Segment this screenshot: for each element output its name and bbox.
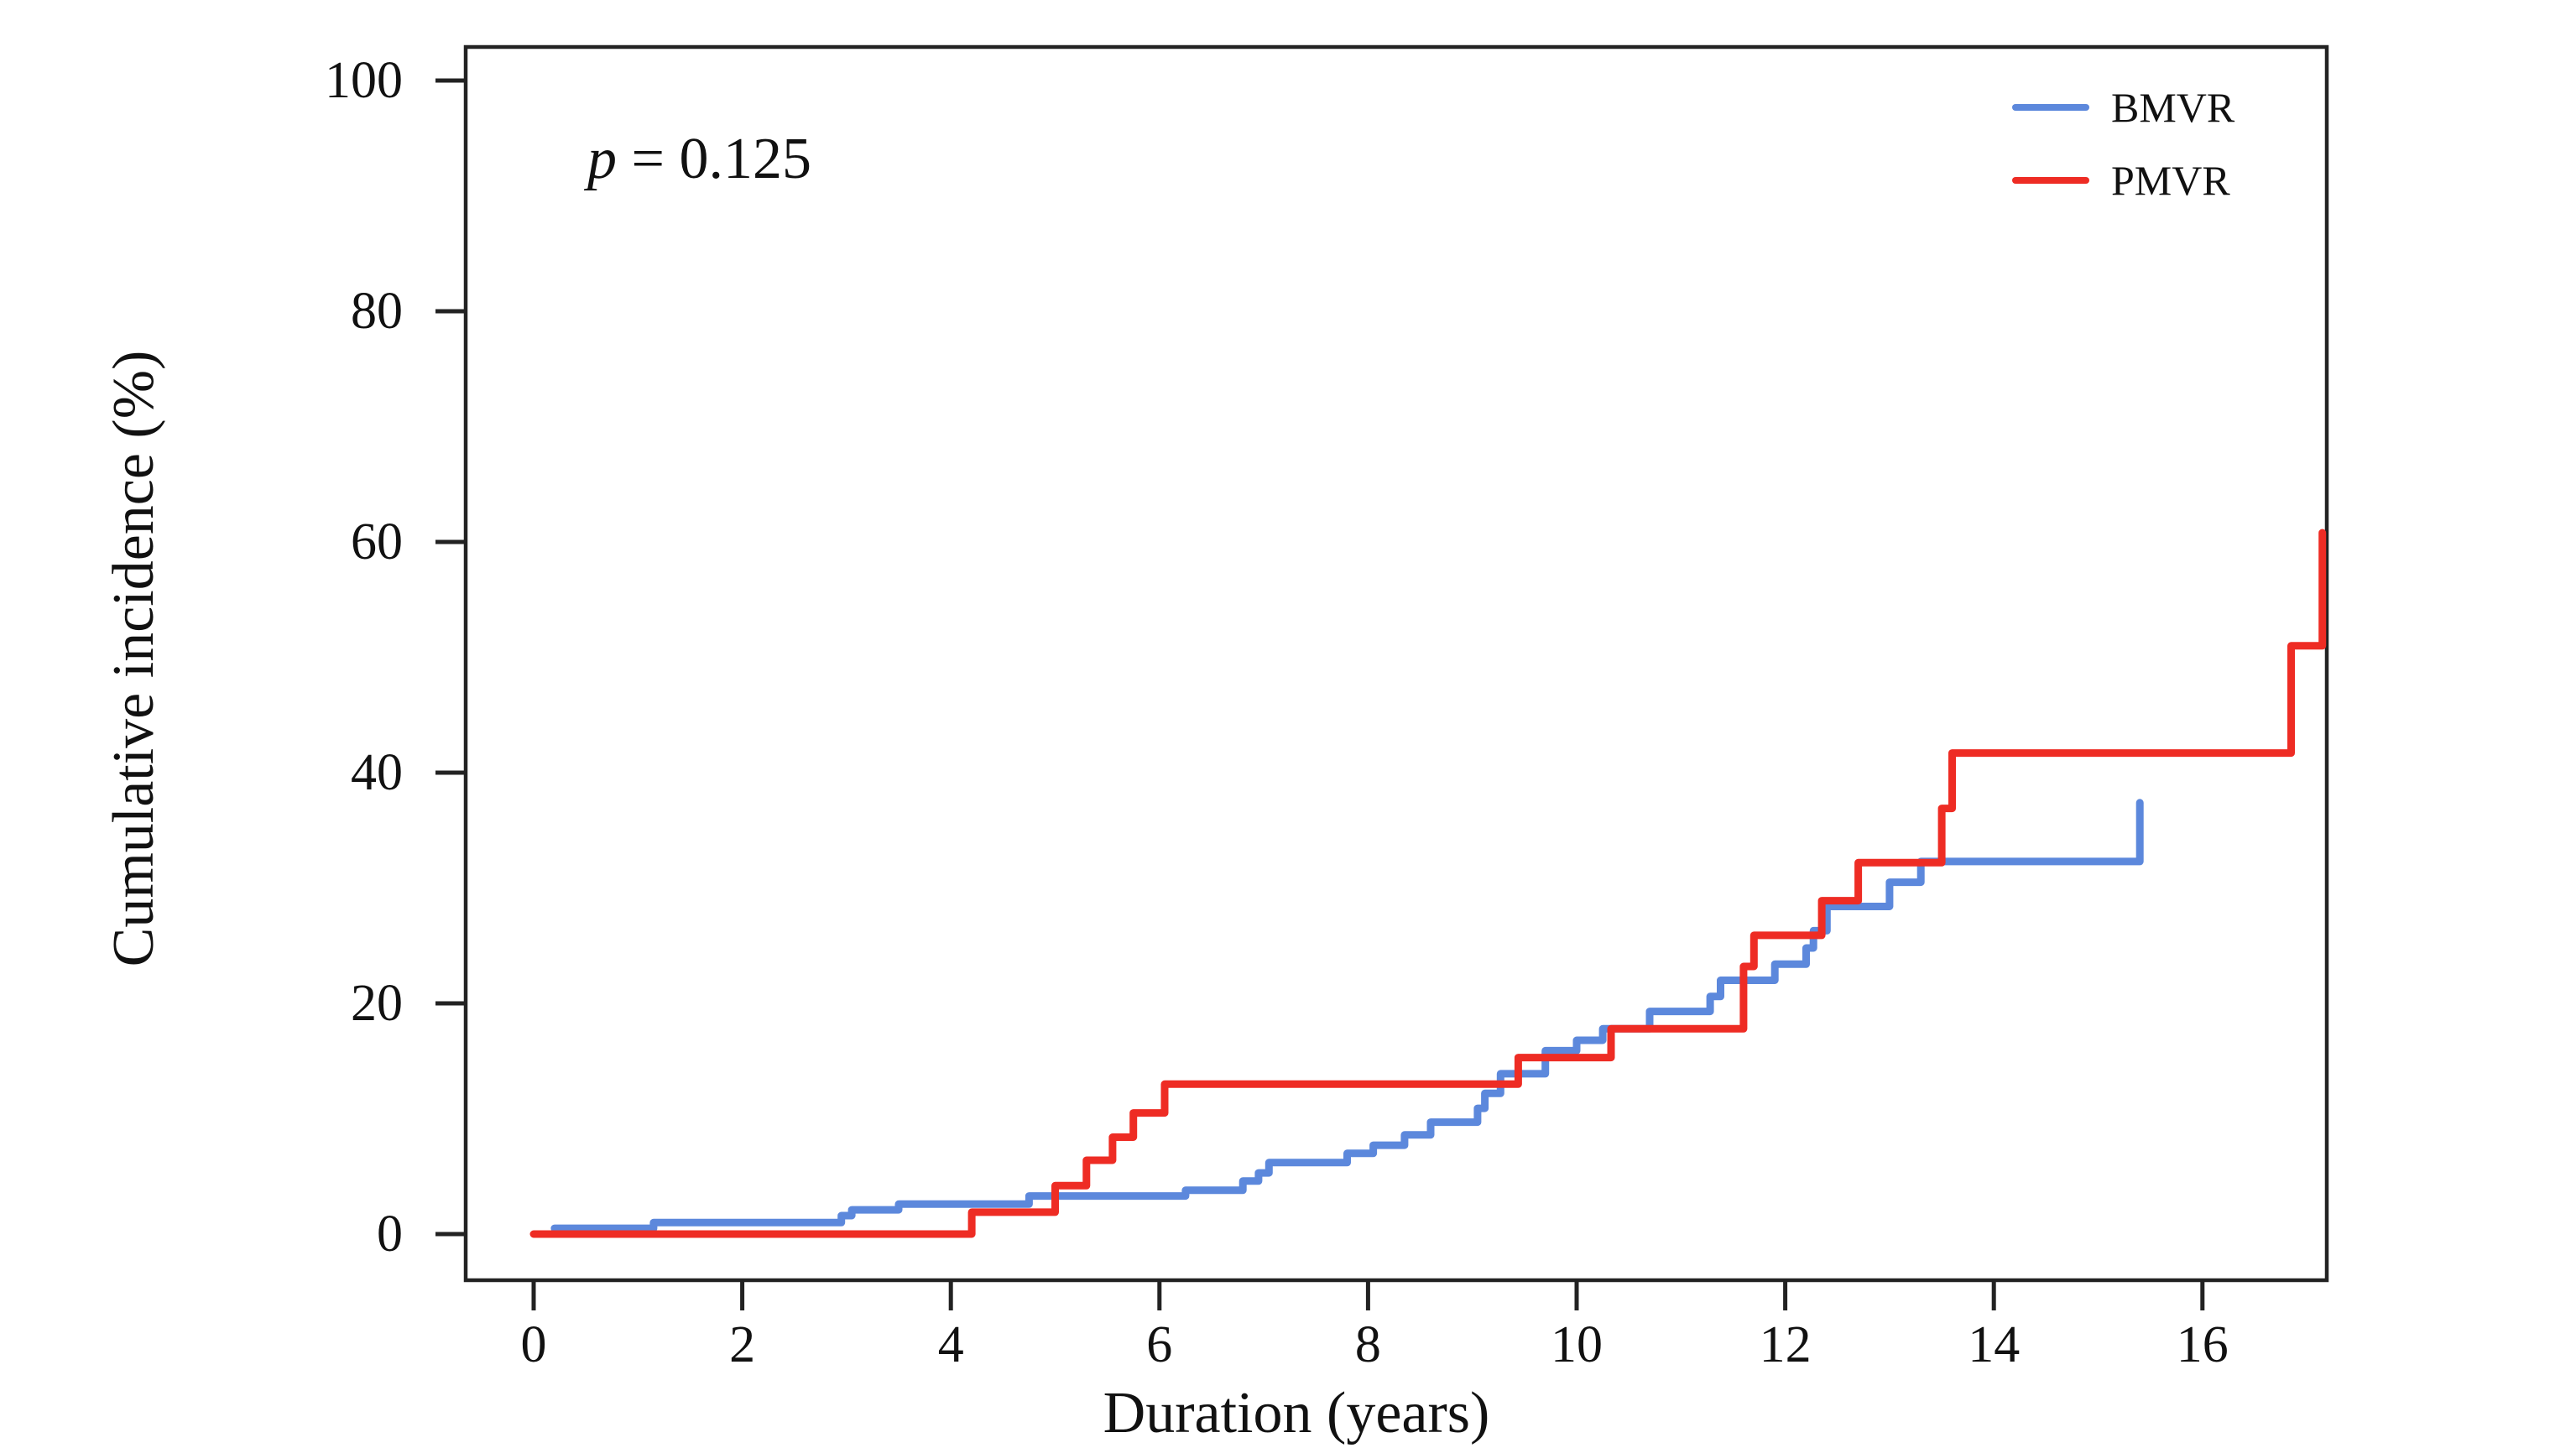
legend-line-bmvr bbox=[2012, 104, 2089, 111]
x-tick-label: 0 bbox=[520, 1316, 547, 1373]
y-tick-label: 0 bbox=[377, 1206, 403, 1263]
p-value-annotation: p = 0.125 bbox=[587, 126, 811, 193]
survival-curves bbox=[529, 529, 2327, 1238]
y-tick-label: 20 bbox=[351, 975, 403, 1032]
x-tick-label: 12 bbox=[1759, 1316, 1812, 1373]
y-axis-ticks bbox=[435, 78, 466, 1237]
x-axis-title: Duration (years) bbox=[1103, 1381, 1490, 1445]
y-tick-label: 60 bbox=[351, 513, 403, 570]
plot-frame bbox=[463, 44, 2329, 1283]
x-tick-label: 8 bbox=[1354, 1316, 1381, 1373]
y-tick-label: 40 bbox=[351, 744, 403, 801]
y-tick-label: 80 bbox=[351, 283, 403, 340]
legend-line-pmvr bbox=[2012, 177, 2089, 184]
y-axis-title: Cumulative incidence (%) bbox=[102, 350, 166, 967]
y-tick-label: 100 bbox=[325, 52, 403, 109]
p-value-text: = 0.125 bbox=[617, 127, 811, 191]
x-tick-label: 10 bbox=[1551, 1316, 1603, 1373]
pmvr-curve bbox=[529, 529, 2327, 1238]
legend-label-bmvr: BMVR bbox=[2111, 84, 2235, 131]
x-tick-label: 4 bbox=[937, 1316, 964, 1373]
p-symbol: p bbox=[587, 127, 617, 191]
bmvr-curve bbox=[550, 799, 2144, 1232]
x-tick-label: 14 bbox=[1968, 1316, 2021, 1373]
x-tick-label: 16 bbox=[2176, 1316, 2229, 1373]
legend-label-pmvr: PMVR bbox=[2111, 157, 2230, 204]
x-axis-ticks bbox=[531, 1280, 2205, 1310]
x-tick-label: 6 bbox=[1146, 1316, 1173, 1373]
x-tick-label: 2 bbox=[729, 1316, 756, 1373]
